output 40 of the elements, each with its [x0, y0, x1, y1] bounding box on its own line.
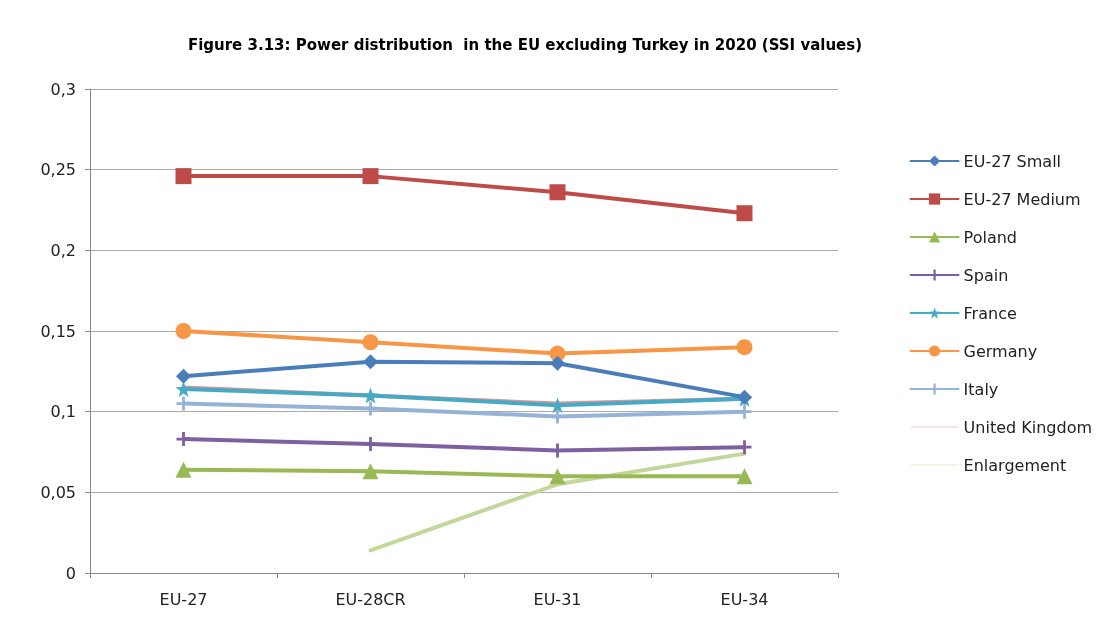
point	[176, 432, 191, 447]
x-tick-label: EU-27	[159, 589, 208, 609]
point	[362, 387, 379, 404]
point	[175, 381, 192, 398]
point	[549, 184, 566, 201]
point	[737, 440, 752, 455]
point	[362, 334, 379, 351]
point	[550, 355, 565, 371]
point	[175, 168, 192, 185]
point	[363, 354, 378, 370]
point	[176, 368, 191, 384]
y-tick-label: 0,3	[50, 79, 76, 99]
legend-label: EU-27 Medium	[963, 189, 1081, 209]
legend-label: France	[963, 303, 1017, 323]
chart-title: Figure 3.13: Power distribution in the EU excluding Turkey in 2020 (SSI values)	[187, 35, 863, 54]
point	[736, 468, 753, 485]
point	[362, 463, 379, 480]
point	[175, 323, 192, 339]
x-tick-label: EU-31	[533, 589, 582, 609]
y-tick-label: 0,15	[40, 321, 76, 341]
x-tick-label: EU-28CR	[335, 589, 406, 609]
legend-label: Spain	[963, 265, 1009, 285]
legend-label: Enlargement	[963, 455, 1067, 475]
point	[175, 461, 192, 478]
point	[362, 168, 379, 185]
point	[363, 436, 378, 451]
y-tick-label: 0,05	[40, 482, 76, 502]
y-tick-label: 0	[65, 563, 76, 583]
y-tick-label: 0,25	[40, 160, 76, 180]
point	[736, 339, 753, 356]
point	[549, 468, 566, 485]
x-tick-label: EU-34	[720, 589, 769, 609]
legend-label: EU-27 Small	[963, 151, 1062, 171]
point	[736, 205, 753, 222]
y-tick-label: 0,1	[50, 402, 76, 422]
legend-label: Germany	[963, 341, 1038, 361]
legend-label: Italy	[963, 379, 999, 399]
legend-label: United Kingdom	[963, 417, 1092, 437]
legend-label: Poland	[963, 227, 1017, 247]
y-tick-label: 0,2	[50, 240, 76, 260]
